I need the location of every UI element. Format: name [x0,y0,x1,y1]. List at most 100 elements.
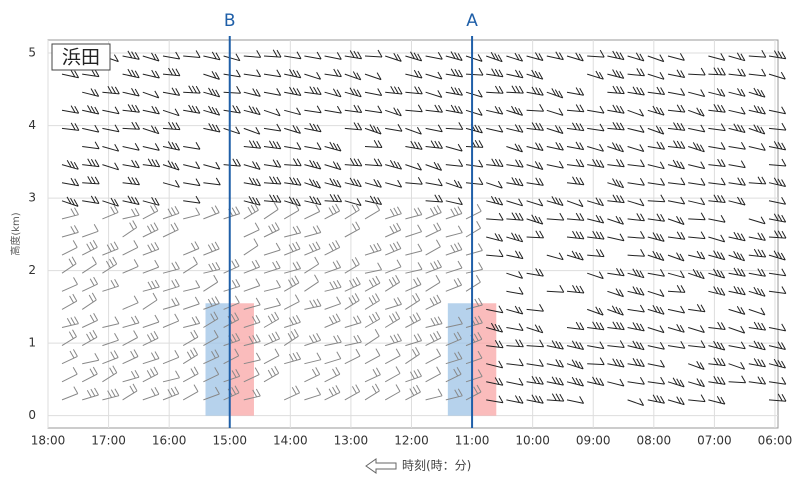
wind-barb [465,262,484,274]
wind-barb [728,123,746,133]
wind-barb [425,259,442,274]
wind-barb [647,232,665,242]
wind-barb [82,195,100,204]
wind-barb [243,388,261,401]
wind-barb [748,340,766,351]
wind-barb [506,52,524,62]
wind-barb [364,179,382,188]
wind-barb [667,305,686,314]
wind-barb [284,68,302,79]
wind-barb [81,366,98,383]
wind-barb [506,69,524,79]
wind-barb [142,279,160,292]
wind-barb [183,85,201,94]
wind-barb [304,159,322,170]
wind-barb [546,285,565,293]
wind-barb [203,241,220,256]
wind-barb [405,207,423,220]
wind-barb [486,377,504,386]
wind-barb [566,359,584,370]
wind-barb [283,328,299,347]
wind-barb [364,275,381,292]
wind-barb [647,86,666,95]
wind-barb [263,140,282,150]
x-tick-label: 17:00 [91,434,126,448]
wind-barb [284,107,302,116]
wind-barb [81,292,97,310]
x-tick-label: 16:00 [152,434,187,448]
wind-barb [587,158,605,168]
wind-barb [688,303,706,313]
wind-barb [748,143,766,151]
wind-barb [647,268,665,277]
wind-barb [61,122,80,131]
wind-barb [728,251,746,262]
wind-barb [102,143,120,152]
wind-barb [627,268,645,279]
wind-barb [587,230,605,240]
wind-barb [61,225,79,238]
wind-barb [708,250,726,261]
wind-barb [122,50,140,60]
wind-barb [385,241,402,256]
chart-title: 浜田 [62,47,100,69]
wind-barb [587,249,605,258]
wind-barb [728,177,746,186]
wind-barb [486,305,504,314]
wind-barb [162,67,181,77]
wind-barb [748,248,767,258]
wind-barb [122,383,138,401]
wind-barb [364,158,383,167]
wind-barb [405,312,421,328]
wind-barb [708,123,726,132]
wind-barb [728,52,746,62]
wind-barb [748,87,766,98]
wind-barb [263,348,280,365]
wind-barb [607,194,625,204]
markers [228,36,474,428]
wind-barb [667,88,686,96]
wind-barb [304,225,322,238]
wind-barb [203,296,220,310]
wind-barb [708,321,726,330]
wind-barb [708,142,726,150]
wind-barb [445,179,463,189]
wind-barb [768,158,787,167]
wind-barb [263,159,282,168]
wind-barb [384,384,401,401]
wind-barb [405,277,422,292]
wind-barb [122,220,138,238]
wind-barb [344,293,360,310]
wind-barb [546,340,564,350]
wind-barb [728,341,746,350]
wind-barb [607,378,625,387]
wind-barb [405,177,423,185]
wind-barb [647,54,665,63]
wind-barb [405,51,423,62]
wind-barb [667,215,685,225]
wind-barb [384,311,401,328]
wind-barb [425,71,443,80]
wind-barb [142,69,160,79]
wind-barb [647,72,665,80]
wind-barb [61,105,80,114]
wind-barb [344,50,363,60]
wind-barb [385,259,402,274]
wind-barb [304,178,321,189]
wind-barb [304,352,322,365]
wind-barb [304,367,321,383]
wind-barb [445,367,462,383]
wind-barb [344,315,362,328]
wind-barb [364,348,381,365]
wind-barb [607,233,625,242]
wind-barb [385,179,403,188]
x-tick-label: 11:00 [455,434,490,448]
wind-barb [647,341,665,350]
y-tick-label: 1 [28,336,36,350]
wind-barb [506,339,524,348]
wind-barb [465,108,483,116]
wind-barb [667,196,686,205]
wind-barb [203,87,221,98]
wind-barb [425,294,442,310]
wind-barb [183,142,201,150]
